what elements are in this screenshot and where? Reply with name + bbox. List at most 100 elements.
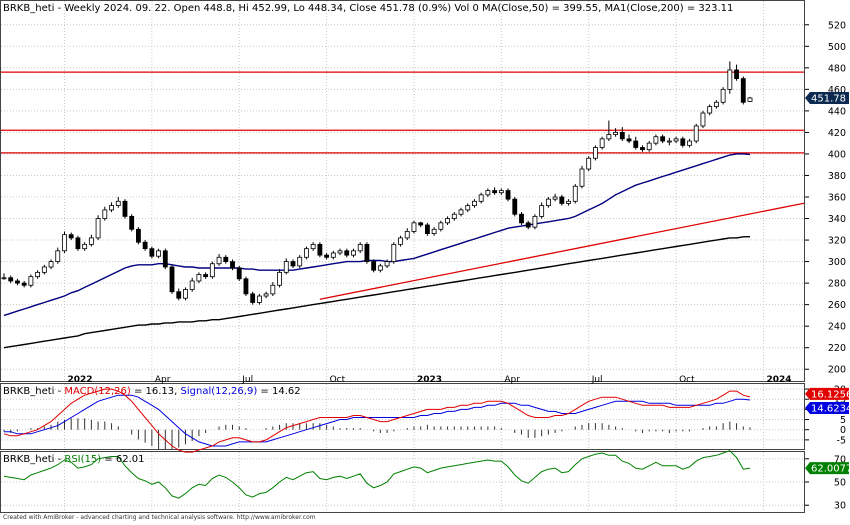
candle-bull xyxy=(209,263,215,278)
candle-bull xyxy=(270,284,276,295)
y-tick-label: 500 xyxy=(828,42,846,53)
rsi-tick-label: 30 xyxy=(834,501,846,512)
candle-bull xyxy=(572,185,578,202)
signal-value: = 14.62 xyxy=(257,386,300,397)
candle-bull xyxy=(566,200,571,204)
candle-bull xyxy=(297,256,303,267)
candle-bear xyxy=(740,78,746,103)
macd-tick-label: -5 xyxy=(837,435,846,446)
signal-label: Signal(12,26,9) xyxy=(181,386,258,397)
candle-bear xyxy=(8,277,14,282)
candle-bear xyxy=(680,138,686,146)
candle-bull xyxy=(88,237,94,245)
macd-tick-label: 15 xyxy=(834,395,846,406)
footer-credit: Created with AmiBroker - advanced charti… xyxy=(3,514,316,521)
y-tick-label: 420 xyxy=(828,128,846,139)
candle-bull xyxy=(216,256,222,265)
candle-bull xyxy=(673,138,679,142)
candle-bull xyxy=(41,266,47,273)
candle-bull xyxy=(256,295,262,303)
x-tick-label: Oct xyxy=(330,375,346,385)
candle-bear xyxy=(559,196,565,204)
candle-bull xyxy=(498,190,504,194)
macd-title: BRKB_heti - MACD(12,26) = 16.13, Signal(… xyxy=(3,386,301,397)
macd-line xyxy=(3,388,751,453)
candle-bear xyxy=(230,261,235,269)
candle-bull xyxy=(465,205,471,211)
candle-bear xyxy=(162,250,168,268)
candle-bull xyxy=(653,136,659,144)
x-tick-label: Jul xyxy=(591,375,603,385)
candle-bear xyxy=(236,267,242,280)
price-title: BRKB_heti - Weekly 2024. 09. 22. Open 44… xyxy=(3,3,733,14)
candle-bull xyxy=(727,69,733,90)
candle-bull xyxy=(720,88,726,103)
candle-bull xyxy=(82,243,88,250)
y-tick-label: 360 xyxy=(828,193,846,204)
candle-bull xyxy=(62,234,67,252)
candle-bull xyxy=(55,250,61,262)
candle-bull xyxy=(156,250,161,257)
candle-bear xyxy=(21,282,27,286)
candle-bull xyxy=(277,271,282,286)
candle-bear xyxy=(424,224,430,235)
y-tick-label: 240 xyxy=(828,322,846,333)
candle-bull xyxy=(707,106,713,114)
candle-bull xyxy=(700,112,706,127)
candle-bear xyxy=(129,215,135,230)
ma50-line xyxy=(3,153,751,317)
y-tick-label: 460 xyxy=(828,85,846,96)
rsi-label: RSI(15) xyxy=(64,454,101,465)
candle-bear xyxy=(640,147,645,151)
candle-bear xyxy=(525,222,531,228)
macd-tick-label: 0 xyxy=(840,425,846,436)
price-pane xyxy=(0,0,805,382)
candle-bull xyxy=(458,209,464,215)
candle-bear xyxy=(633,140,639,148)
rsi-tick-label: 50 xyxy=(834,478,846,489)
rsi-tick-label: 70 xyxy=(834,454,846,465)
candle-bull xyxy=(451,213,457,219)
candle-bull xyxy=(445,218,450,224)
candle-bull xyxy=(532,215,538,228)
candle-bear xyxy=(290,261,296,267)
candle-bear xyxy=(75,237,81,250)
price-tag-shape xyxy=(805,91,849,104)
y-tick-label: 280 xyxy=(828,279,846,290)
candle-bull xyxy=(35,271,41,278)
rsi-title: BRKB_heti - RSI(15) = 62.01 xyxy=(3,454,145,465)
signal-line xyxy=(4,394,751,447)
candle-bull xyxy=(398,237,403,245)
macd-tick-label: 5 xyxy=(840,415,846,426)
candle-bull xyxy=(485,190,491,196)
candle-bull xyxy=(304,248,309,258)
candle-bear xyxy=(122,200,128,217)
candle-bull xyxy=(115,200,121,207)
candle-bull xyxy=(109,205,114,211)
rsi-tag-shape xyxy=(805,462,849,475)
y-tick-label: 320 xyxy=(828,236,846,247)
candle-bull xyxy=(606,134,612,140)
macd-label: MACD(12,26) xyxy=(64,386,131,397)
candle-bull xyxy=(687,140,692,146)
candle-bear xyxy=(223,256,229,262)
x-tick-label: 2024 xyxy=(766,375,791,385)
candle-bull xyxy=(404,231,410,239)
macd-tag-label: 16.1256 xyxy=(811,389,850,400)
candle-bull xyxy=(431,228,437,234)
macd-title-prefix: BRKB_heti - xyxy=(3,386,64,397)
candle-bear xyxy=(619,132,625,140)
candle-bull xyxy=(438,222,444,230)
signal-tag: 14.6234 xyxy=(805,401,850,414)
candle-bear xyxy=(203,274,209,278)
rsi-line xyxy=(3,450,751,499)
candle-bear xyxy=(169,266,175,293)
candle-bull xyxy=(693,125,699,142)
signal-tag-shape xyxy=(805,401,849,414)
axes: 2022AprJulOct2023AprJulOct2024AprJul2002… xyxy=(67,20,846,512)
candle-bear xyxy=(149,248,155,257)
y-tick-label: 220 xyxy=(828,343,846,354)
y-tick-label: 440 xyxy=(828,106,846,117)
